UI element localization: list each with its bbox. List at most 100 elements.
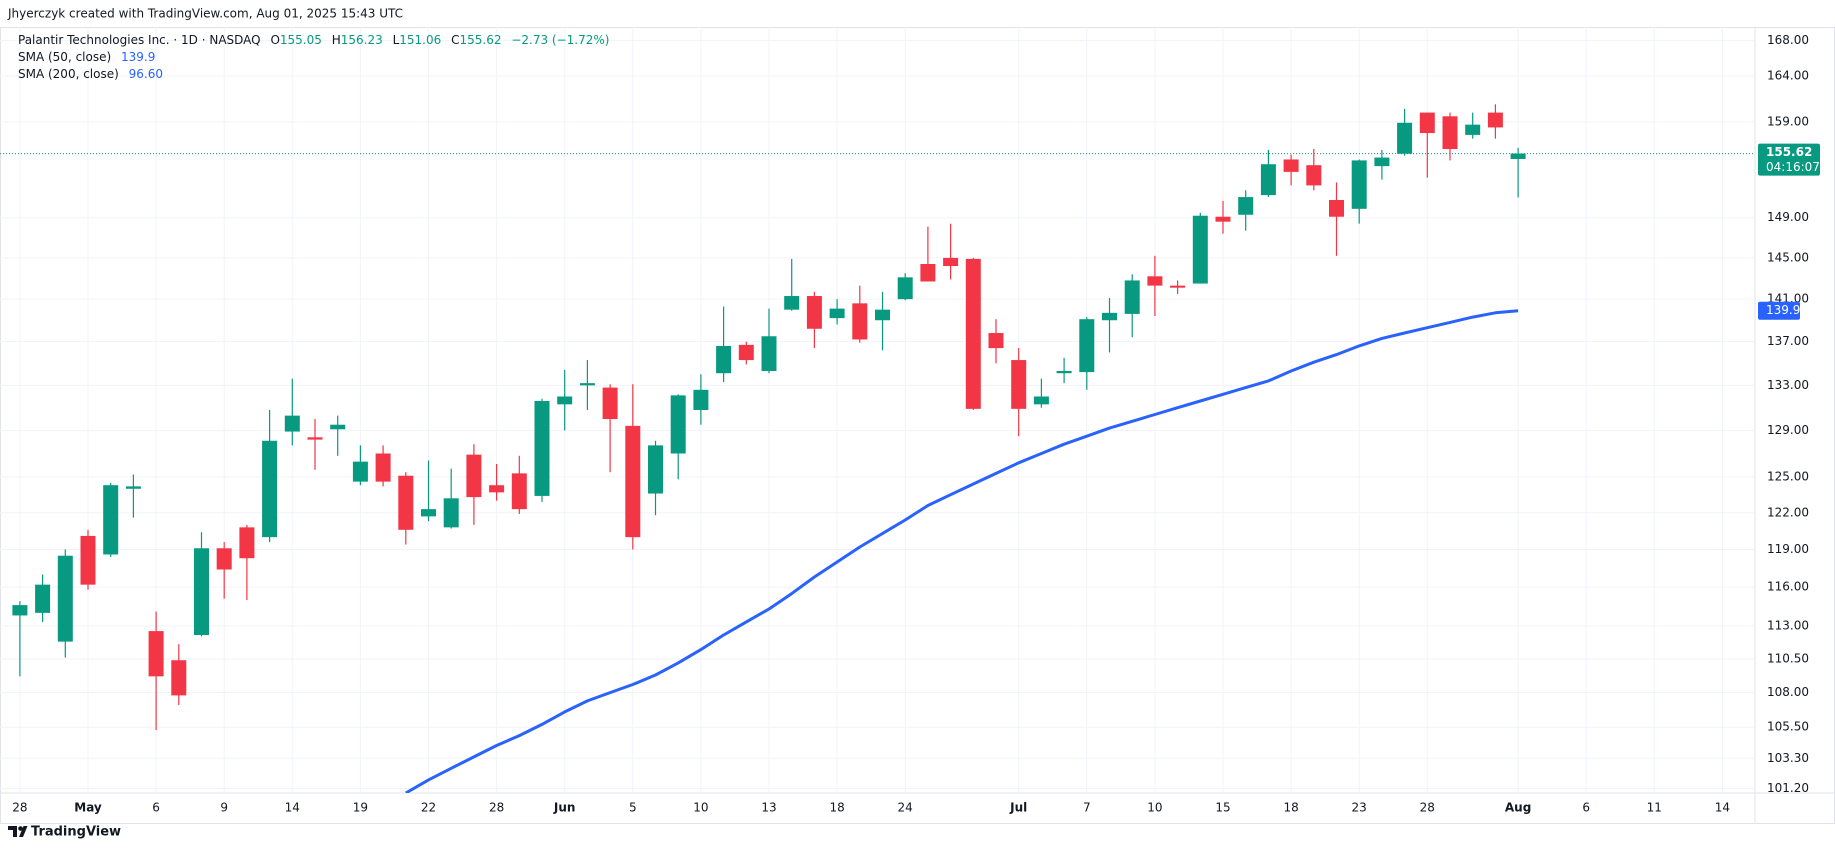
candle-body	[943, 257, 959, 267]
legend-row: Palantir Technologies Inc. · 1D · NASDAQ…	[18, 32, 609, 49]
candle-body	[579, 383, 595, 386]
candle-body	[375, 453, 391, 482]
candle-body	[557, 396, 573, 405]
legend-row: SMA (200, close) 96.60	[18, 66, 609, 83]
ohlc-value: 155.05	[279, 33, 322, 47]
candle-body	[216, 548, 232, 570]
candle-body	[352, 461, 368, 482]
candle-body	[125, 486, 141, 489]
y-tick-label: 168.00	[1767, 33, 1809, 47]
candle-body	[466, 454, 482, 498]
y-tick-label: 159.00	[1767, 114, 1809, 128]
indicator-name: SMA (50, close)	[18, 50, 112, 64]
candle-body	[1487, 112, 1503, 128]
ohlc-letter: O	[270, 33, 280, 47]
candle-body	[1079, 319, 1095, 373]
candle-body	[12, 605, 28, 616]
author-note: Jhyerczyk created with TradingView.com, …	[7, 7, 403, 21]
tv-logo	[8, 826, 28, 837]
axes: 101.20 103.30 105.50 108.00 110.50 113.00 116.…	[12, 33, 1820, 815]
x-tick-label: Jun	[553, 801, 576, 815]
candle-body	[35, 584, 51, 613]
candle-body	[1147, 276, 1163, 286]
candle-body	[489, 485, 505, 493]
x-tick-label: 6	[152, 801, 160, 815]
candle-body	[171, 660, 187, 696]
logo-mark	[19, 826, 28, 837]
x-tick-label: 10	[1147, 801, 1162, 815]
candle-body	[625, 425, 641, 538]
x-tick-label: 14	[1715, 801, 1730, 815]
x-tick-label: 18	[829, 801, 844, 815]
indicator-name: SMA (200, close)	[18, 67, 119, 81]
candle-body	[534, 400, 550, 496]
candle-body	[988, 333, 1004, 349]
sma-tag-value: 139.9	[1766, 303, 1800, 317]
x-tick-label: 11	[1647, 801, 1662, 815]
x-tick-label: 24	[898, 801, 913, 815]
candle-body	[80, 535, 96, 585]
x-tick-label: 18	[1283, 801, 1298, 815]
legend-row: SMA (50, close) 139.9	[18, 49, 609, 66]
candle-body	[693, 389, 709, 410]
x-tick-label: 23	[1352, 801, 1367, 815]
candle-body	[920, 263, 936, 282]
y-tick-label: 149.00	[1767, 210, 1809, 224]
candle-body	[1442, 116, 1458, 150]
price-tag-countdown: 04:16:07	[1766, 160, 1820, 174]
y-tick-label: 108.00	[1767, 685, 1809, 699]
y-tick-label: 103.30	[1767, 751, 1809, 765]
y-tick-label: 145.00	[1767, 250, 1809, 264]
candle-body	[307, 437, 323, 440]
ohlc-value: 155.62	[459, 33, 502, 47]
ohlc-letter: C	[451, 33, 460, 47]
x-tick-label: 19	[353, 801, 368, 815]
x-tick-label: Aug	[1505, 801, 1531, 815]
indicator-value: 139.9	[121, 50, 156, 64]
candle-body	[239, 527, 255, 559]
x-tick-label: 7	[1083, 801, 1091, 815]
candle-body	[897, 277, 913, 300]
candle-body	[1510, 153, 1526, 159]
pane-border	[0, 27, 1835, 824]
candle-body	[148, 631, 164, 677]
change: −2.73 (−1.72%)	[511, 33, 610, 47]
candle-body	[1283, 159, 1299, 172]
candle-body	[398, 475, 414, 530]
candle-body	[1306, 165, 1322, 186]
candle-body	[602, 387, 618, 420]
x-tick-label: 28	[489, 801, 504, 815]
candle-body	[1033, 396, 1049, 405]
candle-body	[1192, 215, 1208, 284]
logo-mark	[8, 826, 17, 837]
candle-body	[1419, 112, 1435, 134]
legend: Palantir Technologies Inc. · 1D · NASDAQ…	[18, 32, 609, 83]
ohlc-value: 156.23	[340, 33, 383, 47]
candle-body	[1124, 280, 1140, 314]
candle-body	[965, 258, 981, 409]
candle-body	[103, 485, 119, 555]
sma-line	[405, 309, 1519, 793]
x-tick-label: Jul	[1009, 801, 1027, 815]
y-tick-label: 101.20	[1767, 781, 1809, 795]
candle-body	[1238, 197, 1254, 215]
logo-mark	[18, 826, 23, 831]
candle-body	[284, 415, 300, 432]
candle-body	[1465, 124, 1481, 135]
x-tick-label: 13	[761, 801, 776, 815]
x-tick-label: May	[74, 801, 102, 815]
footer-brand: TradingView	[31, 825, 121, 840]
candle-body	[1260, 164, 1276, 196]
y-tick-label: 122.00	[1767, 505, 1809, 519]
price-tag	[1758, 143, 1820, 176]
candle-body	[1329, 199, 1344, 217]
x-tick-label: 22	[421, 801, 436, 815]
candle-body	[784, 296, 800, 310]
candle-body	[1056, 371, 1072, 374]
candle-body	[670, 395, 686, 454]
candle-body	[716, 345, 732, 374]
x-tick-label: 15	[1215, 801, 1230, 815]
price-tag-value: 155.62	[1766, 145, 1812, 159]
